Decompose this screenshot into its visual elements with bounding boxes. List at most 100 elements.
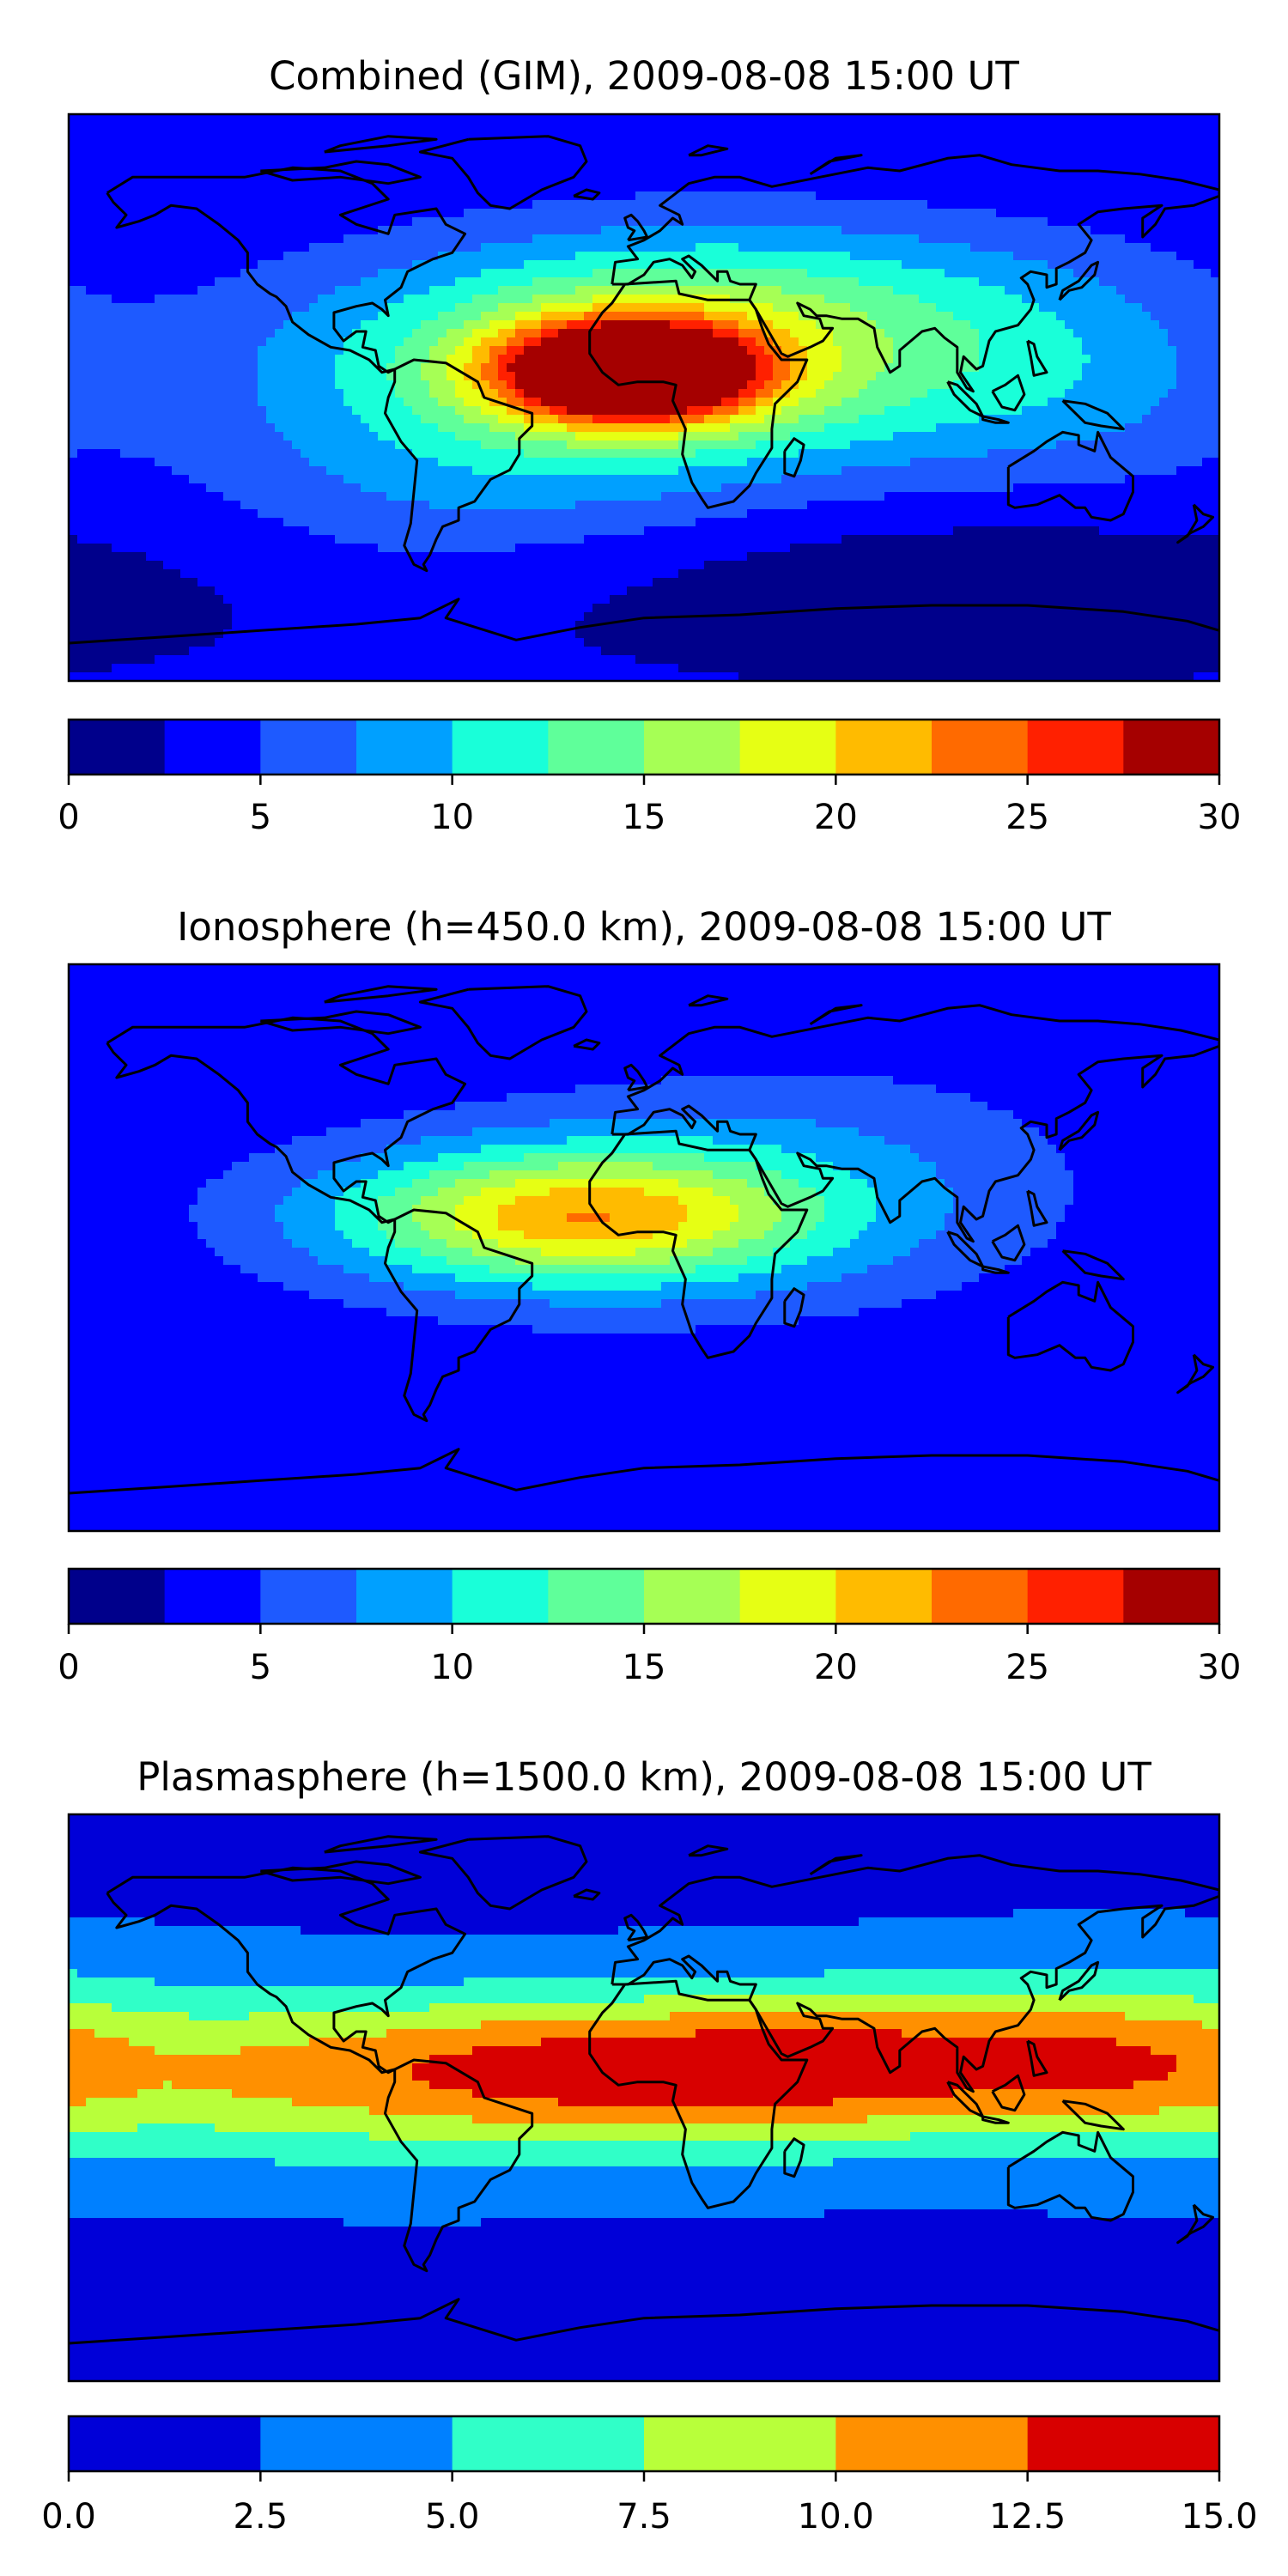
field-cell [867, 114, 877, 124]
field-cell [189, 131, 198, 141]
field-cell [301, 286, 310, 295]
field-cell [953, 269, 963, 278]
field-cell [550, 200, 559, 210]
field-cell [781, 423, 791, 433]
field-cell [919, 191, 928, 201]
field-cell [953, 209, 963, 218]
field-cell [567, 140, 576, 149]
field-cell [799, 423, 808, 433]
field-cell [395, 329, 404, 338]
field-cell [232, 191, 241, 201]
field-cell [258, 312, 267, 321]
field-cell [361, 260, 370, 270]
field-cell [215, 329, 224, 338]
field-cell [378, 346, 387, 355]
field-cell [687, 363, 696, 373]
field-cell [1142, 372, 1151, 381]
field-cell [180, 346, 190, 355]
field-cell [635, 415, 645, 424]
field-cell [275, 174, 284, 184]
field-cell [730, 380, 739, 390]
field-cell [146, 346, 155, 355]
field-cell [77, 269, 87, 278]
field-cell [275, 183, 284, 192]
field-cell [867, 303, 877, 313]
field-cell [404, 226, 413, 235]
field-cell [987, 260, 997, 270]
field-cell [1022, 166, 1031, 175]
field-cell [592, 140, 602, 149]
field-cell [807, 423, 817, 433]
field-cell [927, 200, 937, 210]
field-cell [137, 372, 147, 381]
field-cell [1099, 183, 1109, 192]
field-cell [361, 200, 370, 210]
field-cell [601, 166, 611, 175]
field-cell [1185, 337, 1194, 347]
field-cell [472, 303, 482, 313]
field-cell [335, 372, 344, 381]
field-cell [1151, 312, 1160, 321]
field-cell [438, 209, 447, 218]
field-cell [1056, 209, 1066, 218]
panel-combined: Combined (GIM), 2009-08-08 15:00 UT [0, 0, 1288, 859]
field-cell [902, 149, 911, 158]
field-cell [69, 277, 78, 287]
field-cell [464, 149, 473, 158]
field-cell [696, 398, 705, 407]
field-cell [455, 303, 465, 313]
field-cell [867, 183, 877, 192]
field-cell [343, 252, 353, 261]
field-cell [1142, 398, 1151, 407]
field-cell [464, 140, 473, 149]
field-cell [258, 295, 267, 304]
field-cell [1091, 363, 1100, 373]
field-cell [1116, 389, 1126, 398]
field-cell [378, 217, 387, 227]
field-cell [172, 286, 181, 295]
field-cell [232, 423, 241, 433]
field-cell [644, 312, 653, 321]
field-cell [807, 226, 817, 235]
field-cell [206, 252, 216, 261]
field-cell [498, 406, 507, 416]
field-cell [687, 131, 696, 141]
field-cell [987, 380, 997, 390]
field-cell [945, 140, 954, 149]
field-cell [1099, 389, 1109, 398]
field-cell [120, 166, 130, 175]
field-cell [129, 149, 138, 158]
field-cell [747, 131, 756, 141]
field-cell [953, 303, 963, 313]
field-cell [240, 166, 250, 175]
field-cell [283, 260, 293, 270]
field-cell [223, 217, 233, 227]
field-cell [532, 200, 542, 210]
field-cell [696, 157, 705, 167]
field-cell [343, 372, 353, 381]
field-cell [807, 320, 817, 330]
field-cell [94, 131, 104, 141]
field-cell [1194, 157, 1203, 167]
field-cell [455, 406, 465, 416]
field-cell [541, 380, 550, 390]
field-cell [670, 423, 679, 433]
field-cell [386, 303, 396, 313]
field-cell [249, 200, 258, 210]
field-cell [77, 114, 87, 124]
field-cell [429, 415, 439, 424]
field-cell [635, 398, 645, 407]
field-cell [361, 372, 370, 381]
field-cell [189, 277, 198, 287]
field-cell [146, 329, 155, 338]
field-cell [1151, 320, 1160, 330]
field-cell [1176, 174, 1186, 184]
field-cell [1125, 277, 1134, 287]
field-cell [1116, 157, 1126, 167]
field-cell [163, 432, 173, 441]
field-cell [884, 337, 894, 347]
field-cell [292, 372, 301, 381]
field-cell [1211, 166, 1219, 175]
field-cell [146, 277, 155, 287]
field-cell [1065, 295, 1074, 304]
